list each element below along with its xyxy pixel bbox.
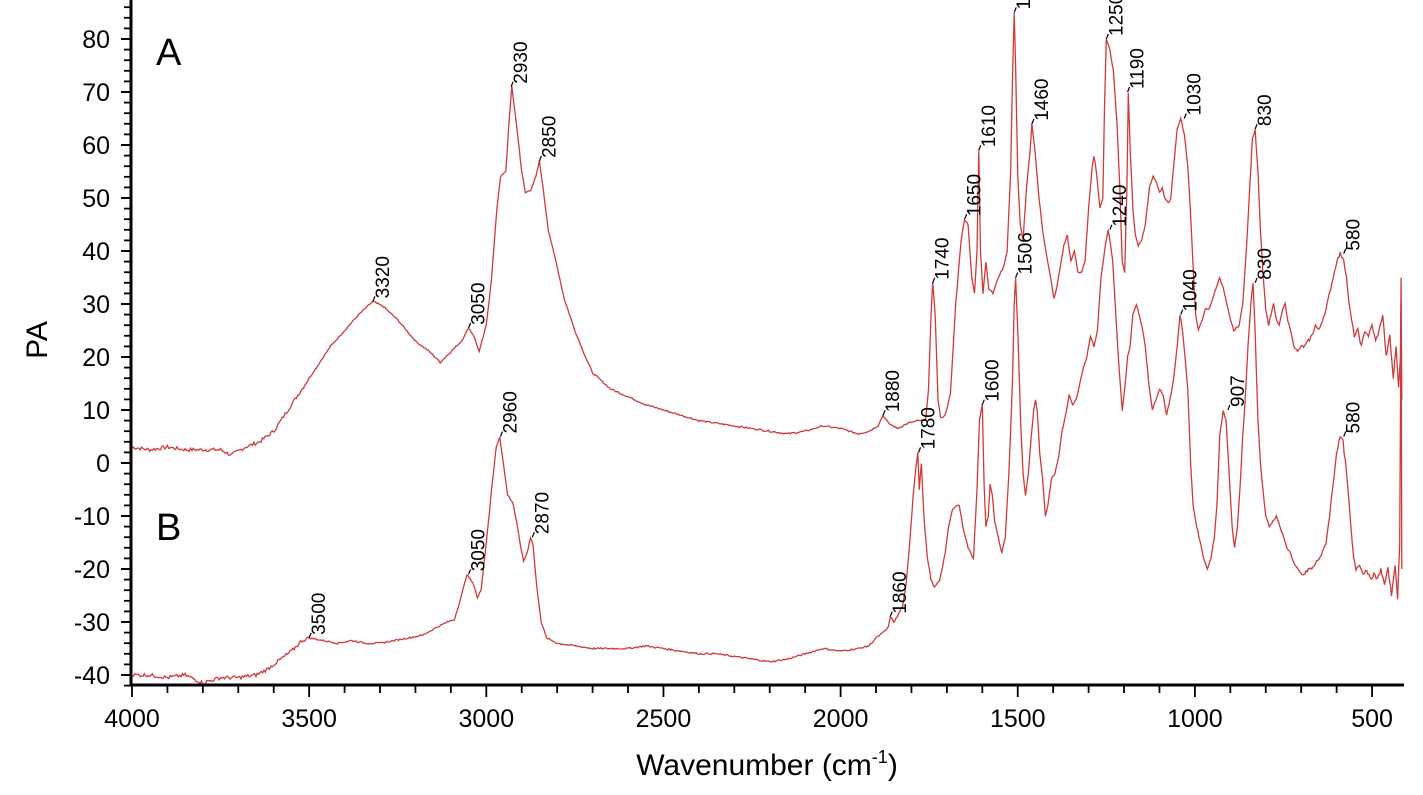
spectrum-line-b — [131, 229, 1403, 686]
peak-marker — [538, 155, 543, 162]
x-tick-label: 2000 — [813, 705, 869, 733]
peak-marker — [1227, 404, 1231, 411]
y-tick-label: 40 — [82, 238, 110, 266]
peak-marker — [964, 213, 968, 220]
peak-label: 580 — [1344, 219, 1365, 251]
peak-label: 1040 — [1181, 269, 1202, 311]
peak-annotations: 3320 3050 2930 2850 1880 1740 1650 1610 1510 1460… — [308, 0, 1365, 639]
panel-label-b: B — [156, 507, 181, 549]
peak-label: 1610 — [979, 105, 1000, 147]
x-tick-label: 3500 — [281, 705, 337, 733]
peak-marker — [882, 410, 886, 416]
x-tick-label: 500 — [1351, 705, 1393, 733]
x-tick-label: 1000 — [1167, 705, 1223, 733]
peak-marker — [1013, 7, 1017, 13]
peak-label: 830 — [1255, 94, 1276, 126]
panel-label-a: A — [156, 32, 182, 74]
y-tick-label: -30 — [74, 609, 110, 637]
peak-marker — [468, 569, 472, 575]
peak-marker — [1127, 86, 1131, 93]
peak-label: 1240 — [1110, 185, 1131, 227]
x-axis-title: Wavenumber (cm-1) — [636, 747, 898, 782]
y-tick-label: -20 — [74, 556, 110, 584]
peak-marker — [932, 277, 936, 284]
peak-marker — [978, 145, 982, 151]
peak-label: 2960 — [500, 391, 521, 433]
x-tick-label: 3000 — [458, 705, 514, 733]
peak-label: 1190 — [1128, 48, 1149, 89]
peak-marker — [917, 447, 922, 453]
peak-label: 3050 — [469, 283, 490, 325]
y-axis-title: PA — [21, 321, 54, 359]
peak-marker — [1105, 33, 1109, 40]
y-axis-ticks: -40 -30 -20 -10 0 10 20 30 40 50 60 70 80 — [74, 6, 131, 690]
peak-label: 1740 — [933, 238, 954, 280]
x-axis-ticks: 4000 3500 3000 2500 2000 1500 1000 500 — [104, 685, 1393, 733]
peak-label: 907 — [1228, 375, 1249, 407]
peak-marker — [1343, 248, 1347, 254]
y-tick-label: 50 — [82, 185, 110, 213]
peak-label: 1030 — [1184, 73, 1205, 115]
y-tick-label: 20 — [82, 344, 110, 372]
peak-label: 1880 — [883, 370, 904, 412]
peak-label: 1860 — [890, 571, 911, 613]
peak-label: 1780 — [919, 407, 940, 449]
peak-marker — [1180, 309, 1184, 315]
peak-label: 2850 — [539, 116, 560, 158]
y-tick-label: -10 — [74, 503, 110, 531]
axes: -40 -30 -20 -10 0 10 20 30 40 50 60 70 80 4000 3500 30… — [74, 0, 1404, 733]
peak-label: 1460 — [1032, 79, 1053, 121]
peak-label: 2930 — [511, 41, 532, 83]
peak-marker — [1109, 224, 1113, 231]
peak-label: 1250 — [1106, 0, 1127, 36]
peak-marker — [1183, 113, 1187, 119]
peak-marker — [1254, 277, 1258, 284]
peak-label: 1506 — [1016, 232, 1037, 274]
x-tick-label: 2500 — [636, 705, 692, 733]
peak-marker — [1015, 272, 1019, 278]
peak-label: 830 — [1255, 248, 1276, 280]
peak-label: 1600 — [982, 359, 1003, 401]
peak-marker — [308, 632, 312, 639]
peak-label: 1650 — [965, 174, 986, 216]
peak-marker — [1031, 118, 1035, 125]
y-tick-label: 70 — [82, 79, 110, 107]
peak-marker — [372, 296, 376, 302]
peak-label: 3050 — [469, 529, 490, 571]
spectrum-line-a — [132, 12, 1403, 456]
y-tick-label: 80 — [82, 26, 110, 54]
y-tick-label: -40 — [74, 662, 110, 690]
peak-marker — [531, 531, 535, 538]
peak-marker — [499, 431, 504, 437]
peak-label: 3500 — [309, 593, 330, 635]
peak-marker — [468, 322, 472, 329]
spectrum-lines — [131, 12, 1403, 686]
y-tick-label: 60 — [82, 132, 110, 160]
peak-marker — [981, 399, 985, 405]
y-tick-label: 30 — [82, 291, 110, 319]
x-tick-label: 1500 — [990, 705, 1046, 733]
peak-marker — [1254, 123, 1258, 130]
peak-label: 3320 — [373, 256, 394, 298]
peak-marker — [510, 81, 514, 87]
y-tick-label: 0 — [96, 450, 110, 478]
peak-label: 580 — [1344, 402, 1365, 434]
peak-label: 2870 — [532, 492, 553, 534]
peak-marker — [1343, 431, 1347, 437]
peak-label: 1510 — [1014, 0, 1035, 10]
y-tick-label: 10 — [82, 397, 110, 425]
peak-marker — [889, 611, 893, 617]
x-tick-label: 4000 — [104, 705, 160, 733]
